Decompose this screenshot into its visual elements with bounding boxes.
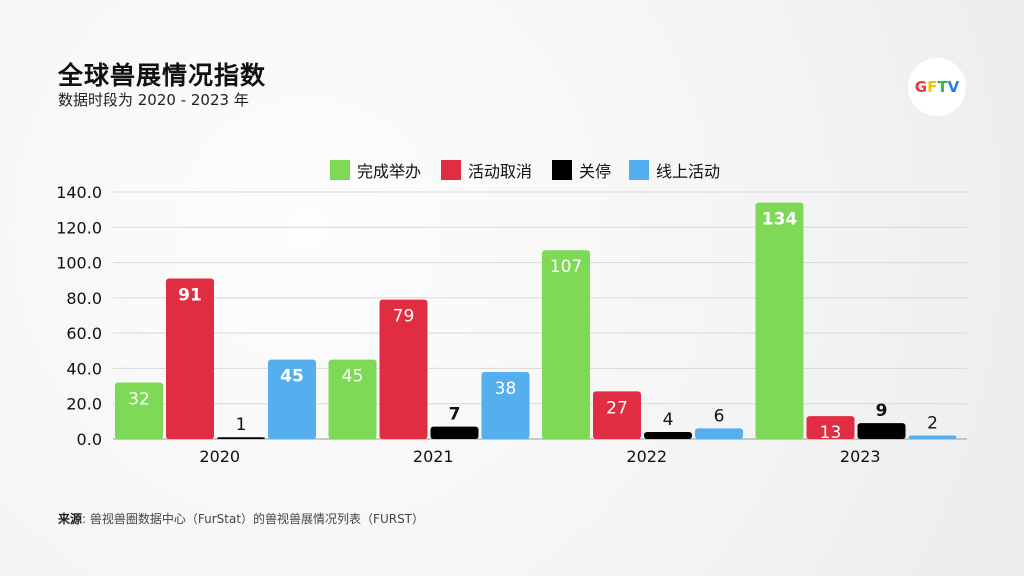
bar [755,202,804,439]
bar [217,437,265,439]
y-tick-label: 40.0 [66,359,102,378]
logo-letter: G [914,78,928,96]
logo-letter: V [947,78,960,96]
legend-label: 活动取消 [468,162,532,181]
data-label: 45 [280,367,304,387]
x-tick-label: 2022 [626,447,667,466]
data-label: 7 [449,405,461,425]
data-label: 13 [820,423,842,443]
data-label: 1 [236,415,247,435]
data-label: 45 [342,367,364,387]
y-tick-label: 120.0 [56,218,102,237]
bar [908,435,957,439]
logo-letter: F [927,78,938,96]
data-label: 27 [606,398,628,418]
legend-label: 关停 [579,162,611,181]
legend-label: 完成举办 [357,162,421,181]
legend-swatch [330,160,350,180]
logo-letter: T [937,78,948,96]
data-label: 38 [495,379,517,399]
bar [695,428,743,439]
y-tick-label: 140.0 [56,183,102,202]
legend-swatch [629,160,649,180]
data-label: 6 [714,406,725,426]
y-tick-label: 20.0 [66,395,102,414]
bar [481,371,530,439]
bar [806,416,855,439]
data-label: 91 [178,285,202,305]
x-tick-label: 2023 [840,447,881,466]
page-subtitle: 数据时段为 2020 - 2023 年 [58,91,249,109]
data-label: 9 [876,401,888,421]
bar [593,391,641,439]
y-tick-label: 0.0 [77,430,102,449]
data-label: 134 [762,210,798,230]
source-text: : 兽视兽圈数据中心（FurStat）的兽视兽展情况列表（FURST） [82,512,425,526]
y-tick-label: 60.0 [66,324,102,343]
bar [857,423,906,439]
bar [644,431,692,439]
bar [542,250,590,439]
page-title: 全球兽展情况指数 [58,61,267,90]
data-label: 4 [663,410,674,430]
bar [379,299,428,439]
source-note: 来源: 兽视兽圈数据中心（FurStat）的兽视兽展情况列表（FURST） [58,510,424,527]
x-tick-label: 2020 [199,447,240,466]
y-tick-label: 80.0 [66,289,102,308]
legend-swatch [552,160,572,180]
data-label: 2 [927,413,938,433]
data-label: 79 [393,307,415,327]
y-tick-label: 100.0 [56,254,102,273]
bar [268,359,316,439]
source-label: 来源 [58,512,83,526]
data-label: 32 [128,390,150,410]
data-label: 107 [550,257,582,277]
bar [430,426,479,439]
legend-swatch [441,160,461,180]
bar [328,359,377,439]
x-tick-label: 2021 [413,447,454,466]
bar [166,278,214,439]
legend-label: 线上活动 [656,162,720,181]
bar [115,382,163,439]
